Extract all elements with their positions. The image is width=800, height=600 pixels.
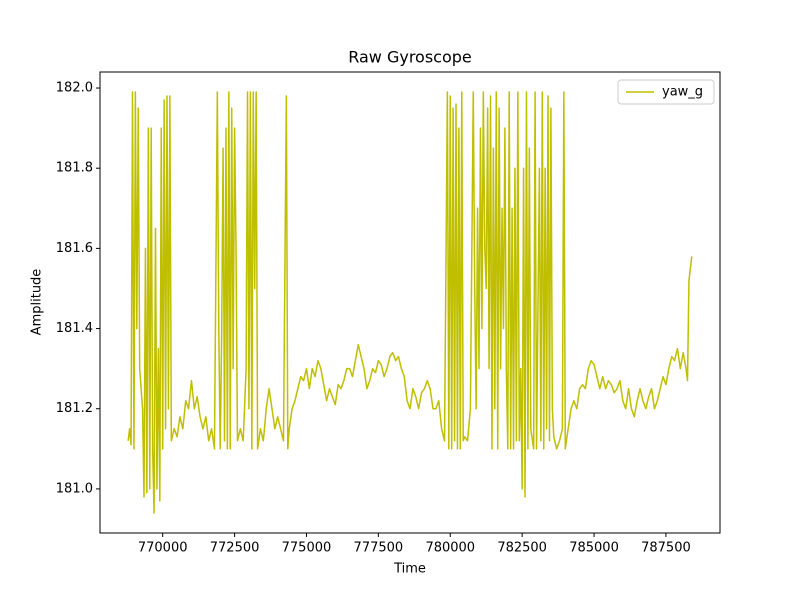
y-tick-label: 181.0 [56, 481, 93, 496]
y-axis-label: Amplitude [30, 269, 45, 336]
x-axis-label: Time [393, 562, 426, 577]
y-tick-label: 182.0 [56, 81, 93, 96]
axes-frame [99, 71, 721, 534]
y-tick-label: 181.8 [56, 161, 93, 176]
y-tick-label: 181.6 [56, 241, 93, 256]
x-tick-label: 777500 [354, 541, 404, 556]
x-tick-label: 775000 [282, 541, 332, 556]
legend-label: yaw_g [662, 85, 703, 100]
y-tick-label: 181.2 [56, 401, 93, 416]
x-tick-label: 770000 [138, 541, 188, 556]
data-line [127, 91, 693, 514]
chart-title: Raw Gyroscope [348, 48, 472, 67]
x-tick-label: 772500 [210, 541, 260, 556]
x-tick-label: 785000 [569, 541, 619, 556]
legend-box [617, 79, 715, 105]
y-tick-label: 181.4 [56, 321, 93, 336]
x-tick-label: 782500 [497, 541, 547, 556]
x-tick-label: 787500 [641, 541, 691, 556]
x-tick-label: 780000 [425, 541, 475, 556]
